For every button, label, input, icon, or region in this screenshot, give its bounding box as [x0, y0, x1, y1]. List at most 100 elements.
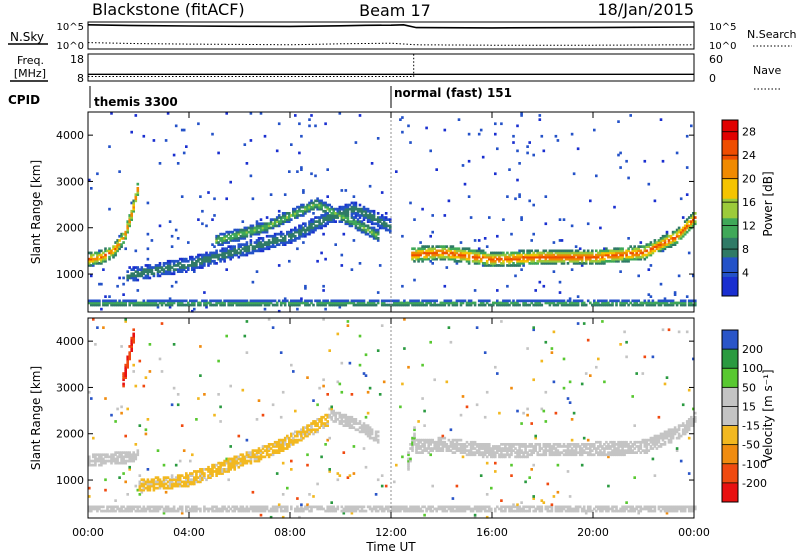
heatmap-cell	[578, 251, 582, 255]
heatmap-cell	[681, 230, 685, 234]
heatmap-cell	[338, 305, 342, 309]
heatmap-cell	[229, 237, 232, 240]
heatmap-cell	[364, 432, 368, 436]
heatmap-cell	[324, 299, 327, 303]
heatmap-cell	[522, 455, 525, 459]
heatmap-cell	[526, 505, 529, 509]
heatmap-cell	[306, 432, 309, 436]
heatmap-cell	[522, 251, 525, 255]
heatmap-cell	[358, 363, 362, 367]
heatmap-cell	[544, 262, 548, 265]
heatmap-cell	[364, 426, 368, 429]
heatmap-cell	[556, 463, 560, 467]
heatmap-cell	[498, 264, 501, 267]
heatmap-cell	[578, 255, 582, 259]
heatmap-cell	[320, 199, 323, 203]
heatmap-cell	[370, 226, 374, 230]
heatmap-cell	[187, 476, 190, 479]
heatmap-cell	[243, 461, 247, 465]
heatmap-cell	[411, 303, 414, 307]
heatmap-cell	[217, 359, 220, 363]
heatmap-cell	[132, 451, 135, 454]
heatmap-cell	[308, 430, 311, 434]
heatmap-cell	[193, 266, 196, 269]
heatmap-cell	[380, 222, 384, 226]
heatmap-cell	[265, 449, 269, 452]
heatmap-cell	[488, 303, 491, 307]
heatmap-cell	[193, 303, 196, 307]
heatmap-cell	[332, 220, 335, 223]
heatmap-cell	[344, 505, 348, 509]
heatmap-cell	[239, 507, 243, 511]
heatmap-cell	[566, 443, 570, 446]
heatmap-cell	[253, 228, 257, 232]
heatmap-cell	[253, 226, 257, 230]
heatmap-cell	[431, 262, 434, 265]
heatmap-cell	[532, 509, 535, 513]
heatmap-cell	[132, 276, 135, 280]
heatmap-cell	[320, 420, 323, 423]
heatmap-cell	[314, 424, 317, 427]
heatmap-cell	[435, 168, 438, 171]
heatmap-cell	[348, 361, 352, 365]
heatmap-cell	[336, 212, 340, 215]
heatmap-cell	[100, 457, 103, 461]
heatmap-cell	[411, 299, 414, 303]
heatmap-cell	[290, 239, 293, 242]
heatmap-cell	[261, 505, 265, 509]
heatmap-cell	[152, 482, 156, 486]
heatmap-cell	[512, 257, 515, 261]
heatmap-cell	[522, 259, 525, 263]
heatmap-cell	[649, 253, 653, 257]
heatmap-cell	[372, 303, 376, 307]
heatmap-cell	[140, 488, 144, 492]
heatmap-cell	[510, 443, 513, 446]
heatmap-cell	[257, 249, 261, 253]
heatmap-cell	[251, 280, 255, 284]
heatmap-cell	[566, 470, 570, 473]
heatmap-cell	[542, 453, 546, 457]
heatmap-cell	[298, 509, 301, 513]
heatmap-cell	[360, 207, 364, 211]
heatmap-cell	[298, 122, 301, 126]
heatmap-cell	[304, 212, 307, 215]
heatmap-cell	[661, 159, 665, 163]
heatmap-cell	[292, 299, 295, 303]
heatmap-cell	[372, 212, 376, 215]
heatmap-cell	[308, 118, 311, 121]
heatmap-cell	[441, 253, 445, 257]
heatmap-cell	[601, 255, 604, 259]
heatmap-cell	[374, 430, 378, 434]
heatmap-cell	[302, 507, 305, 511]
heatmap-cell	[637, 257, 640, 261]
heatmap-cell	[286, 216, 289, 219]
heatmap-cell	[213, 505, 216, 509]
heatmap-cell	[336, 411, 340, 415]
heatmap-cell	[156, 272, 160, 276]
heatmap-cell	[647, 299, 651, 303]
heatmap-cell	[338, 382, 342, 386]
heatmap-cell	[496, 451, 499, 454]
heatmap-cell	[586, 255, 590, 259]
heatmap-cell	[485, 451, 489, 454]
heatmap-cell	[191, 301, 194, 305]
heatmap-cell	[338, 474, 342, 477]
heatmap-cell	[102, 259, 105, 263]
heatmap-cell	[189, 480, 192, 484]
heatmap-cell	[417, 447, 420, 450]
heatmap-cell	[320, 303, 323, 307]
heatmap-cell	[556, 303, 560, 307]
heatmap-cell	[241, 457, 245, 461]
heatmap-cell	[94, 343, 97, 346]
heatmap-cell	[419, 303, 422, 307]
heatmap-cell	[631, 299, 634, 303]
heatmap-cell	[310, 507, 313, 511]
heatmap-cell	[344, 216, 348, 219]
heatmap-cell	[657, 243, 661, 246]
heatmap-cell	[463, 247, 467, 251]
heatmap-cell	[540, 407, 544, 411]
heatmap-cell	[312, 228, 315, 232]
heatmap-cell	[481, 299, 485, 303]
heatmap-cell	[100, 461, 103, 465]
heatmap-cell	[277, 216, 281, 219]
